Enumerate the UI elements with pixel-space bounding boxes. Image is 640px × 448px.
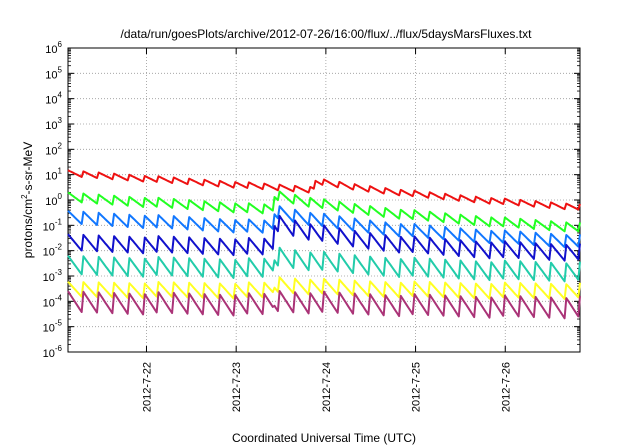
- series-line-3: [67, 205, 581, 249]
- chart-title: /data/run/goesPlots/archive/2012-07-26/1…: [121, 27, 533, 41]
- y-tick-label: 101: [45, 167, 62, 183]
- x-tick-label: 2012-7-26: [500, 362, 512, 412]
- x-axis-label: Coordinated Universal Time (UTC): [232, 431, 416, 445]
- x-tick-label: 2012-7-24: [321, 362, 333, 412]
- y-axis-label-sup: 2: [20, 194, 29, 199]
- series-line-2: [67, 190, 581, 233]
- x-tick-labels: 2012-7-22 2012-7-23 2012-7-24 2012-7-25 2012…: [141, 362, 512, 412]
- y-axis-label-part1: protons/cm: [21, 199, 35, 258]
- y-tick-label: 10-2: [43, 243, 63, 259]
- series-line-7: [67, 290, 581, 320]
- x-tick-label: 2012-7-25: [411, 362, 423, 412]
- series-line-1: [67, 169, 581, 211]
- y-axis-label: protons/cm2-s-sr-MeV: [20, 142, 35, 258]
- y-tick-label: 106: [45, 40, 62, 56]
- y-tick-label: 10-1: [43, 217, 63, 233]
- y-tick-label: 102: [45, 141, 62, 157]
- y-tick-label: 104: [45, 91, 62, 107]
- y-tick-label: 105: [45, 65, 62, 81]
- series-line-6: [67, 276, 581, 300]
- y-tick-label: 10-5: [43, 319, 63, 335]
- series-lines: [67, 169, 581, 320]
- y-tick-label: 10-6: [43, 344, 63, 360]
- x-tick-label: 2012-7-23: [231, 362, 243, 412]
- series-line-4: [67, 214, 581, 262]
- grid-lines: [68, 47, 580, 353]
- y-tick-label: 10-4: [43, 293, 63, 309]
- y-tick-labels: 10-6 10-5 10-4 10-3 10-2 10-1 100 101 102 103 104 1…: [43, 40, 63, 360]
- series-line-5: [67, 246, 581, 283]
- y-tick-label: 10-3: [43, 268, 63, 284]
- y-tick-label: 100: [45, 192, 62, 208]
- y-axis-label-part2: -s-sr-MeV: [21, 142, 35, 195]
- x-tick-label: 2012-7-22: [141, 362, 153, 412]
- y-tick-label: 103: [45, 116, 62, 132]
